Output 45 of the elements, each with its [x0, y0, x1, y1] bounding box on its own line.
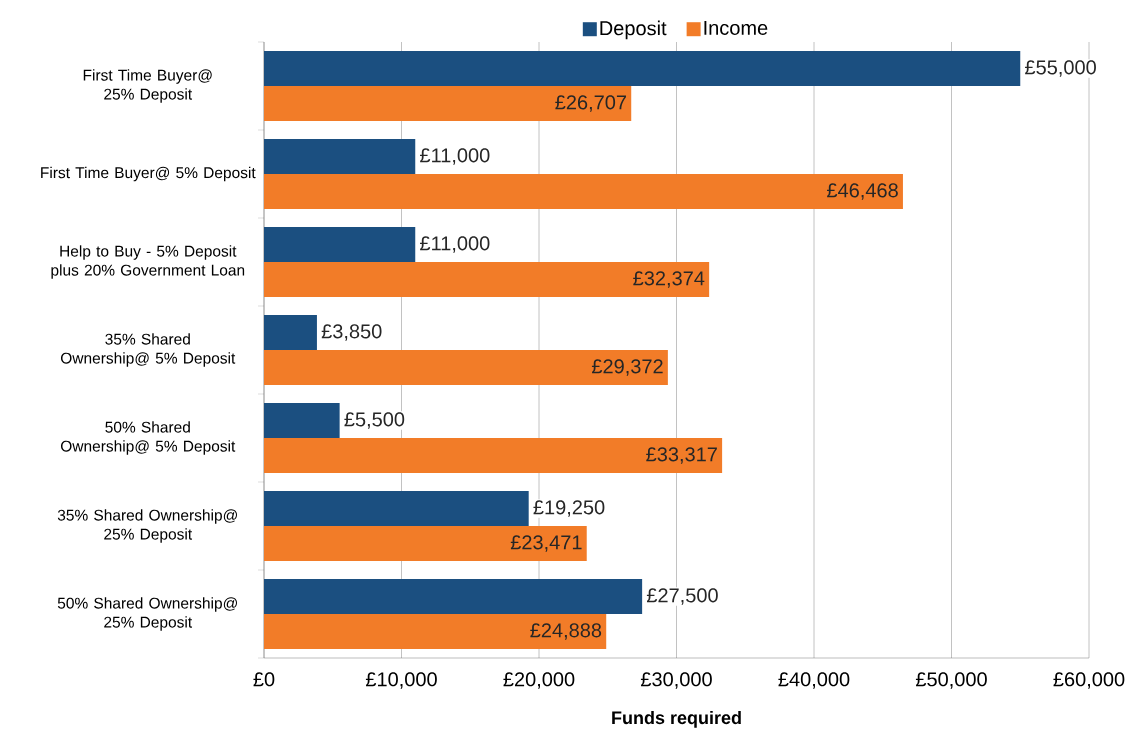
- y-tick-label: 50% Shared Ownership@ 5% Deposit: [60, 421, 236, 455]
- data-label: £5,500: [344, 412, 405, 429]
- x-axis-title: Funds required: [612, 710, 741, 728]
- bar: [264, 579, 643, 615]
- data-label: £11,000: [420, 148, 490, 165]
- data-label: £46,468: [827, 183, 898, 200]
- x-tick-label: £0: [253, 672, 275, 687]
- x-tick-label: £20,000: [503, 672, 575, 689]
- data-label: £27,500: [646, 588, 718, 605]
- bar: [264, 315, 317, 351]
- bar: [264, 438, 723, 474]
- x-tick-label: £10,000: [365, 672, 437, 689]
- bar: [264, 403, 340, 439]
- y-tick-label: 35% Shared Ownership@ 25% Deposit: [57, 509, 238, 543]
- bar: [264, 526, 587, 562]
- data-label: £55,000: [1025, 60, 1096, 77]
- y-tick-label: 50% Shared Ownership@ 25% Deposit: [57, 597, 238, 631]
- y-tick-label: 35% Shared Ownership@ 5% Deposit: [60, 333, 236, 367]
- bar: [264, 262, 710, 298]
- data-label: £3,850: [321, 324, 382, 341]
- y-tick-label: First Time Buyer@ 5% Deposit: [41, 166, 256, 182]
- bar: [264, 51, 1021, 87]
- x-tick-label: £30,000: [640, 672, 712, 689]
- data-label: £32,374: [633, 271, 705, 288]
- data-label: £29,372: [591, 359, 663, 376]
- bar: [264, 86, 632, 122]
- data-label: £26,707: [555, 95, 627, 112]
- data-label: £11,000: [420, 236, 490, 253]
- data-label: £23,471: [510, 535, 582, 552]
- legend-label: Deposit: [600, 20, 667, 40]
- y-tick-label: First Time Buyer@ 25% Deposit: [83, 69, 212, 103]
- bar: [264, 174, 903, 210]
- bar: [264, 614, 607, 650]
- bar: [264, 491, 529, 527]
- bar: [264, 350, 668, 386]
- x-tick-label: £50,000: [915, 672, 987, 689]
- x-tick-label: £40,000: [778, 672, 850, 689]
- data-label: £24,888: [530, 623, 602, 640]
- data-label: £33,317: [646, 447, 717, 464]
- bar: [264, 139, 416, 175]
- y-tick-label: Help to Buy - 5% Deposit plus 20% Government Loan: [51, 245, 245, 279]
- legend-label: Income: [704, 20, 768, 35]
- data-label: £19,250: [533, 500, 605, 517]
- bar: [264, 227, 416, 263]
- x-tick-label: £60,000: [1053, 672, 1125, 689]
